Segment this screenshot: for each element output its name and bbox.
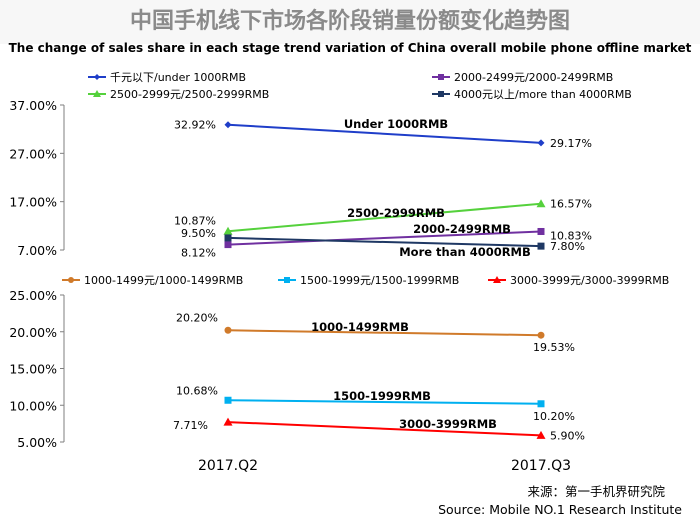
data-label: 9.50% bbox=[181, 227, 216, 240]
series-line bbox=[227, 399, 542, 405]
data-label: 10.87% bbox=[174, 214, 216, 227]
legend-label: 千元以下/under 1000RMB bbox=[110, 71, 246, 84]
series-line bbox=[227, 236, 542, 248]
y-tick-label: 17.00% bbox=[9, 195, 57, 210]
y-tick-label: 37.00% bbox=[9, 98, 57, 113]
data-label: 10.20% bbox=[533, 410, 575, 423]
data-point bbox=[223, 417, 233, 426]
plot-layer: 37.00% 27.00% 17.00% 7.00% 32.92% 29.17% Under… bbox=[9, 71, 669, 474]
legend-swatch-marker bbox=[68, 277, 74, 283]
data-point bbox=[537, 227, 545, 235]
data-point bbox=[537, 331, 545, 339]
data-label: 29.17% bbox=[550, 137, 592, 150]
series-line bbox=[227, 329, 542, 337]
y-tick-label: 7.00% bbox=[17, 243, 57, 258]
legend-label: 1000-1499元/1000-1499RMB bbox=[84, 274, 243, 287]
series-line bbox=[227, 123, 542, 144]
data-point bbox=[224, 241, 232, 249]
legend-swatch-marker bbox=[284, 277, 290, 283]
title-band bbox=[0, 0, 700, 44]
y-tick-label: 15.00% bbox=[9, 362, 57, 377]
y-tick-label: 20.00% bbox=[9, 325, 57, 340]
legend-label: 4000元以上/more than 4000RMB bbox=[454, 88, 632, 101]
series-tag: 2000-2499RMB bbox=[413, 222, 511, 236]
chart-subtitle: The change of sales share in each stage … bbox=[9, 41, 692, 55]
series-line bbox=[227, 421, 542, 437]
series-tag: 1500-1999RMB bbox=[333, 389, 431, 403]
data-point bbox=[224, 326, 232, 334]
data-label: 10.83% bbox=[550, 229, 592, 242]
data-point bbox=[224, 396, 232, 404]
source-cn: 来源：第一手机界研究院 bbox=[527, 484, 665, 499]
data-point bbox=[223, 226, 233, 235]
series-tag: 3000-3999RMB bbox=[399, 417, 497, 431]
data-label: 7.71% bbox=[173, 419, 208, 432]
data-point bbox=[537, 400, 545, 408]
legend-swatch-marker bbox=[93, 90, 101, 97]
legend-swatch-marker bbox=[94, 74, 100, 80]
data-point bbox=[537, 242, 545, 250]
y-tick-label: 25.00% bbox=[9, 288, 57, 303]
series-line bbox=[227, 230, 542, 246]
data-label: 10.68% bbox=[176, 384, 218, 397]
data-label: 16.57% bbox=[550, 198, 592, 211]
data-point bbox=[224, 121, 232, 129]
data-label: 32.92% bbox=[174, 119, 216, 132]
legend-label: 1500-1999元/1500-1999RMB bbox=[300, 274, 459, 287]
data-label: 19.53% bbox=[533, 341, 575, 354]
series-tag: 1000-1499RMB bbox=[311, 320, 409, 334]
legend-label: 2500-2999元/2500-2999RMB bbox=[110, 88, 269, 101]
legend-label: 3000-3999元/3000-3999RMB bbox=[510, 274, 669, 287]
chart-title: 中国手机线下市场各阶段销量份额变化趋势图 bbox=[130, 8, 570, 34]
data-label: 5.90% bbox=[550, 429, 585, 442]
data-point bbox=[537, 139, 545, 147]
legend-swatch-marker bbox=[438, 91, 444, 97]
data-point bbox=[536, 199, 546, 208]
y-tick-label: 10.00% bbox=[9, 398, 57, 413]
series-tag: More than 4000RMB bbox=[399, 245, 531, 259]
data-label: 7.80% bbox=[550, 240, 585, 253]
legend-label: 2000-2499元/2000-2499RMB bbox=[454, 71, 613, 84]
data-label: 8.12% bbox=[181, 247, 216, 260]
series-tag: 2500-2999RMB bbox=[347, 206, 445, 220]
series-line bbox=[227, 202, 542, 233]
legend-swatch-marker bbox=[438, 74, 444, 80]
legend-swatch-marker bbox=[493, 276, 501, 283]
x-tick-label: 2017.Q3 bbox=[511, 458, 571, 474]
source-en: Source: Mobile NO.1 Research Institute bbox=[438, 502, 682, 517]
data-point bbox=[536, 430, 546, 439]
y-tick-label: 27.00% bbox=[9, 146, 57, 161]
y-tick-label: 5.00% bbox=[17, 435, 57, 450]
x-tick-label: 2017.Q2 bbox=[198, 458, 258, 474]
data-point bbox=[224, 234, 232, 242]
series-tag: Under 1000RMB bbox=[344, 117, 448, 131]
data-label: 20.20% bbox=[176, 311, 218, 324]
